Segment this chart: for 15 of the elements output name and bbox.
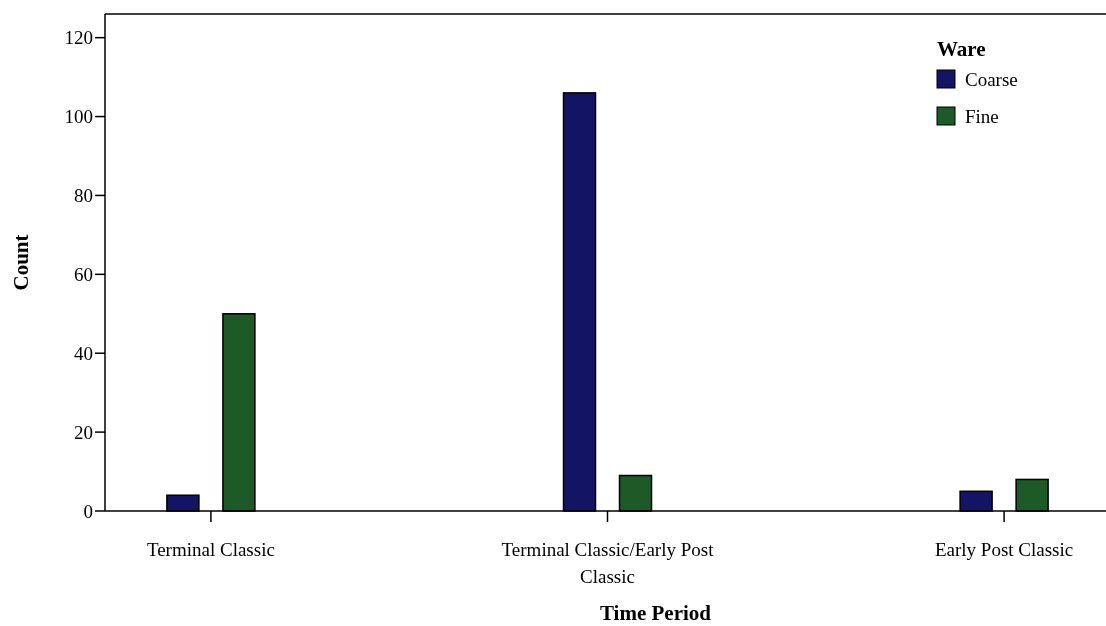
x-tick-label: Terminal Classic/Early Post Classic [501, 539, 715, 587]
y-tick-label: 100 [64, 106, 93, 128]
x-tick-label: Early Post Classic [934, 539, 1074, 560]
y-tick-label: 120 [64, 27, 93, 49]
y-tick-label: 40 [74, 342, 93, 364]
x-tick-label: Terminal Classic [146, 539, 275, 560]
legend-label: Fine [965, 105, 999, 127]
y-tick-label: 60 [74, 263, 93, 285]
y-axis-title: Count [9, 234, 33, 291]
y-tick-label: 0 [83, 500, 93, 522]
y-tick-label: 20 [74, 421, 93, 443]
legend-title: Ware [937, 37, 986, 61]
y-tick-label: 80 [74, 185, 93, 207]
legend-label: Coarse [965, 68, 1018, 90]
x-axis-title: Time Period [599, 601, 712, 625]
